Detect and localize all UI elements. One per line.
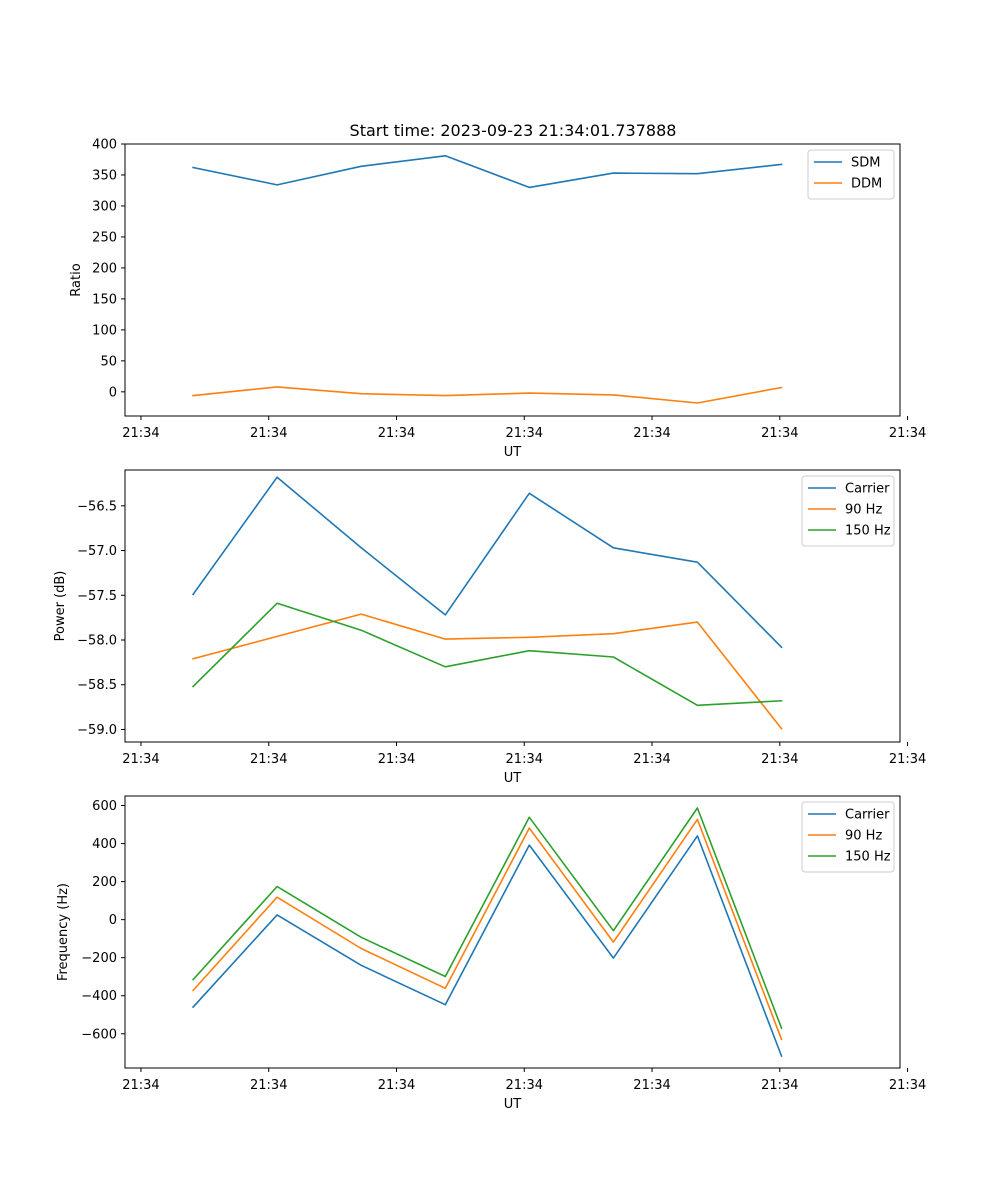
legend-box [801, 801, 895, 873]
legend-label: DDM [851, 177, 882, 192]
plot-frame [124, 469, 901, 743]
x-tick-label: 21:34 [889, 426, 926, 441]
x-tick-label: 21:34 [122, 1078, 159, 1093]
y-axis-label: Ratio [69, 263, 84, 296]
y-axis-label: Frequency (Hz) [56, 883, 71, 981]
x-axis-label: UT [504, 771, 522, 786]
legend: Carrier 90 Hz 150 Hz [801, 475, 895, 547]
x-tick-label: 21:34 [761, 1078, 798, 1093]
x-axis-label: UT [504, 1097, 522, 1112]
x-tick-label: 21:34 [378, 752, 415, 767]
x-tick-label: 21:34 [633, 1078, 670, 1093]
legend-label: SDM [851, 156, 880, 171]
chart-frequency: 21:34 21:34 21:34 21:34 21:34 21:34 21:34 −600 −… [56, 795, 926, 1112]
y-tick-label: 0 [109, 913, 117, 928]
series-line-carrier [191, 476, 783, 649]
y-tick-label: 250 [92, 230, 117, 245]
x-tick-label: 21:34 [250, 1078, 287, 1093]
x-tick-label: 21:34 [378, 426, 415, 441]
legend-label: Carrier [845, 808, 890, 823]
plot-frame [124, 795, 901, 1069]
y-tick-label: −200 [81, 951, 117, 966]
x-tick-label: 21:34 [889, 1078, 926, 1093]
x-tick-label: 21:34 [633, 752, 670, 767]
y-tick-label: −58.5 [77, 678, 117, 693]
y-tick-label: 50 [100, 354, 117, 369]
y-tick-label: 200 [92, 261, 117, 276]
x-tick-label: 21:34 [761, 752, 798, 767]
x-tick-label: 21:34 [506, 752, 543, 767]
legend-label: Carrier [845, 482, 890, 497]
y-tick-label: −59.0 [77, 723, 117, 738]
y-tick-label: 150 [92, 292, 117, 307]
x-tick-label: 21:34 [506, 426, 543, 441]
y-tick-label: 350 [92, 168, 117, 183]
y-tick-label: 400 [92, 837, 117, 852]
legend-label: 150 Hz [845, 524, 891, 539]
y-tick-label: 600 [92, 799, 117, 814]
y-tick-label: −600 [81, 1027, 117, 1042]
y-tick-label: −56.5 [77, 499, 117, 514]
y-tick-label: −400 [81, 989, 117, 1004]
legend: SDM DDM [807, 149, 895, 200]
y-tick-label: 0 [109, 385, 117, 400]
legend-label: 90 Hz [845, 503, 882, 518]
x-tick-label: 21:34 [250, 426, 287, 441]
x-tick-label: 21:34 [506, 1078, 543, 1093]
y-tick-label: 400 [92, 138, 117, 153]
y-tick-label: −57.5 [77, 589, 117, 604]
y-tick-label: −57.0 [77, 544, 117, 559]
x-tick-label: 21:34 [761, 426, 798, 441]
y-tick-label: 100 [92, 323, 117, 338]
y-axis-label: Power (dB) [53, 571, 68, 642]
series-line-150-hz [191, 807, 783, 1030]
chart-power: 21:34 21:34 21:34 21:34 21:34 21:34 21:34 −59.0… [53, 469, 926, 786]
y-tick-label: −58.0 [77, 634, 117, 649]
legend: Carrier 90 Hz 150 Hz [801, 801, 895, 873]
x-tick-label: 21:34 [378, 1078, 415, 1093]
series-line-90-hz [192, 613, 783, 730]
series-line-sdm [192, 155, 783, 189]
plot-frame [124, 143, 901, 417]
legend-label: 90 Hz [845, 829, 882, 844]
chart-ratio: 21:34 21:34 21:34 21:34 21:34 21:34 21:34 0 50 10… [69, 138, 926, 461]
x-tick-label: 21:34 [122, 426, 159, 441]
y-tick-label: 200 [92, 875, 117, 890]
y-tick-label: 300 [92, 199, 117, 214]
x-tick-label: 21:34 [250, 752, 287, 767]
x-axis-label: UT [504, 445, 522, 460]
legend-label: 150 Hz [845, 850, 891, 865]
x-tick-label: 21:34 [889, 752, 926, 767]
series-line-carrier [191, 835, 783, 1058]
x-tick-label: 21:34 [122, 752, 159, 767]
series-line-150-hz [191, 602, 783, 707]
series-line-90-hz [191, 818, 783, 1041]
figure-title: Start time: 2023-09-23 21:34:01.737888 [350, 121, 677, 140]
legend-box [801, 475, 895, 547]
series-line-ddm [192, 386, 783, 404]
x-tick-label: 21:34 [633, 426, 670, 441]
